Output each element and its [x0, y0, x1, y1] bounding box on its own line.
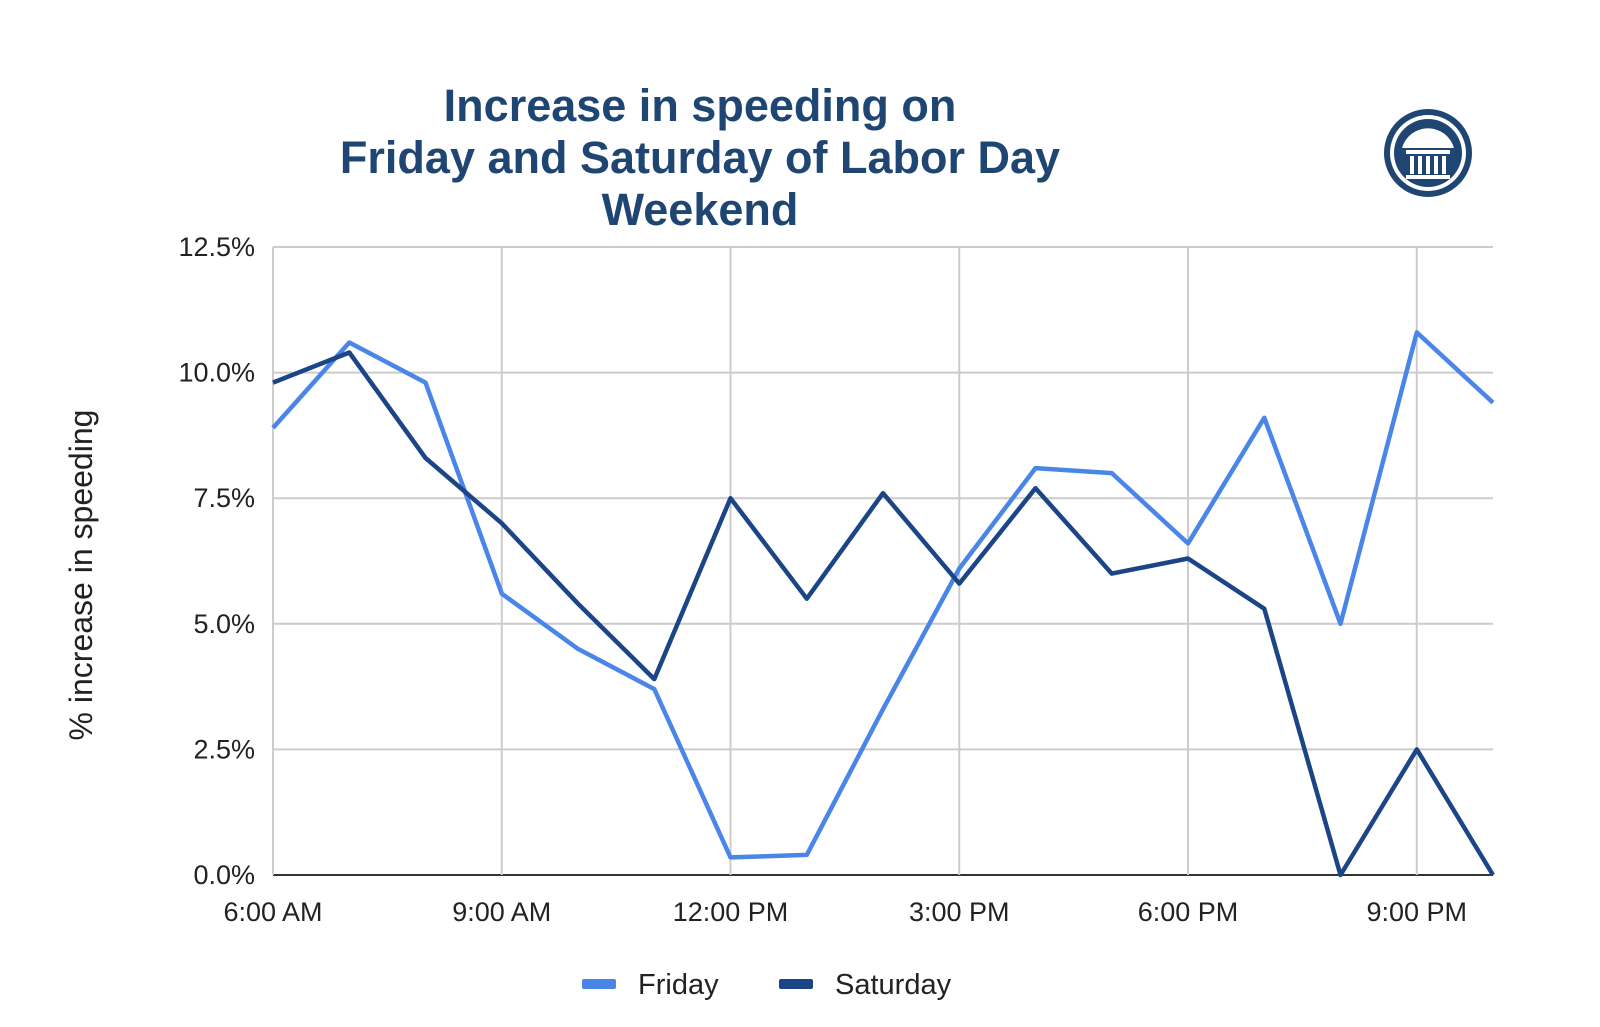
series-line-friday	[271, 330, 1495, 860]
x-tick-label: 6:00 AM	[223, 897, 322, 927]
y-axis-label: % increase in speeding	[63, 410, 99, 741]
y-tick-labels: 0.0% 2.5% 5.0% 7.5% 10.0% 12.5%	[178, 232, 255, 890]
legend-swatch-saturday	[779, 979, 813, 989]
y-tick-label: 10.0%	[178, 358, 255, 388]
y-tick-label: 7.5%	[193, 483, 255, 513]
series-line-saturday	[272, 350, 1495, 878]
y-tick-label: 2.5%	[193, 734, 255, 764]
x-tick-label: 9:00 AM	[452, 897, 551, 927]
x-tick-label: 6:00 PM	[1138, 897, 1239, 927]
building-columns-logo	[1384, 109, 1472, 197]
x-tick-label: 9:00 PM	[1366, 897, 1467, 927]
legend-label-friday: Friday	[638, 969, 719, 1001]
y-tick-label: 5.0%	[193, 609, 255, 639]
y-tick-label: 0.0%	[193, 860, 255, 890]
x-tick-label: 3:00 PM	[909, 897, 1010, 927]
chart-title-line-1: Increase in speeding on	[443, 80, 957, 131]
legend: Friday Saturday	[582, 969, 952, 1001]
y-tick-label: 12.5%	[178, 232, 255, 262]
x-tick-labels: 6:00 AM 9:00 AM 12:00 PM 3:00 PM 6:00 PM 9:00…	[223, 897, 1467, 927]
grid-lines	[272, 246, 1493, 876]
chart-title-line-2: Friday and Saturday of Labor Day Weekend	[339, 132, 1061, 235]
legend-swatch-friday	[582, 979, 616, 989]
legend-label-saturday: Saturday	[835, 969, 952, 1001]
series-lines	[271, 330, 1495, 878]
x-tick-label: 12:00 PM	[673, 897, 789, 927]
